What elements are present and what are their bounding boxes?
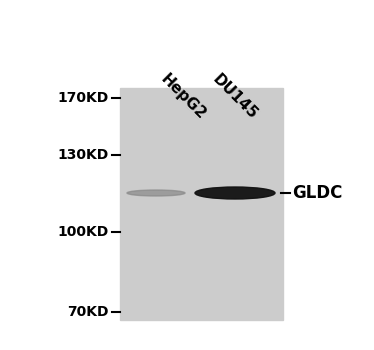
Ellipse shape — [195, 187, 275, 199]
Text: HepG2: HepG2 — [158, 71, 209, 122]
Bar — [120, 88, 283, 320]
Text: 170KD: 170KD — [58, 91, 109, 105]
Text: 130KD: 130KD — [58, 148, 109, 162]
Text: GLDC: GLDC — [292, 184, 342, 202]
Ellipse shape — [127, 190, 185, 196]
Text: 100KD: 100KD — [58, 225, 109, 239]
Text: DU145: DU145 — [210, 71, 261, 122]
Text: 70KD: 70KD — [67, 305, 109, 319]
